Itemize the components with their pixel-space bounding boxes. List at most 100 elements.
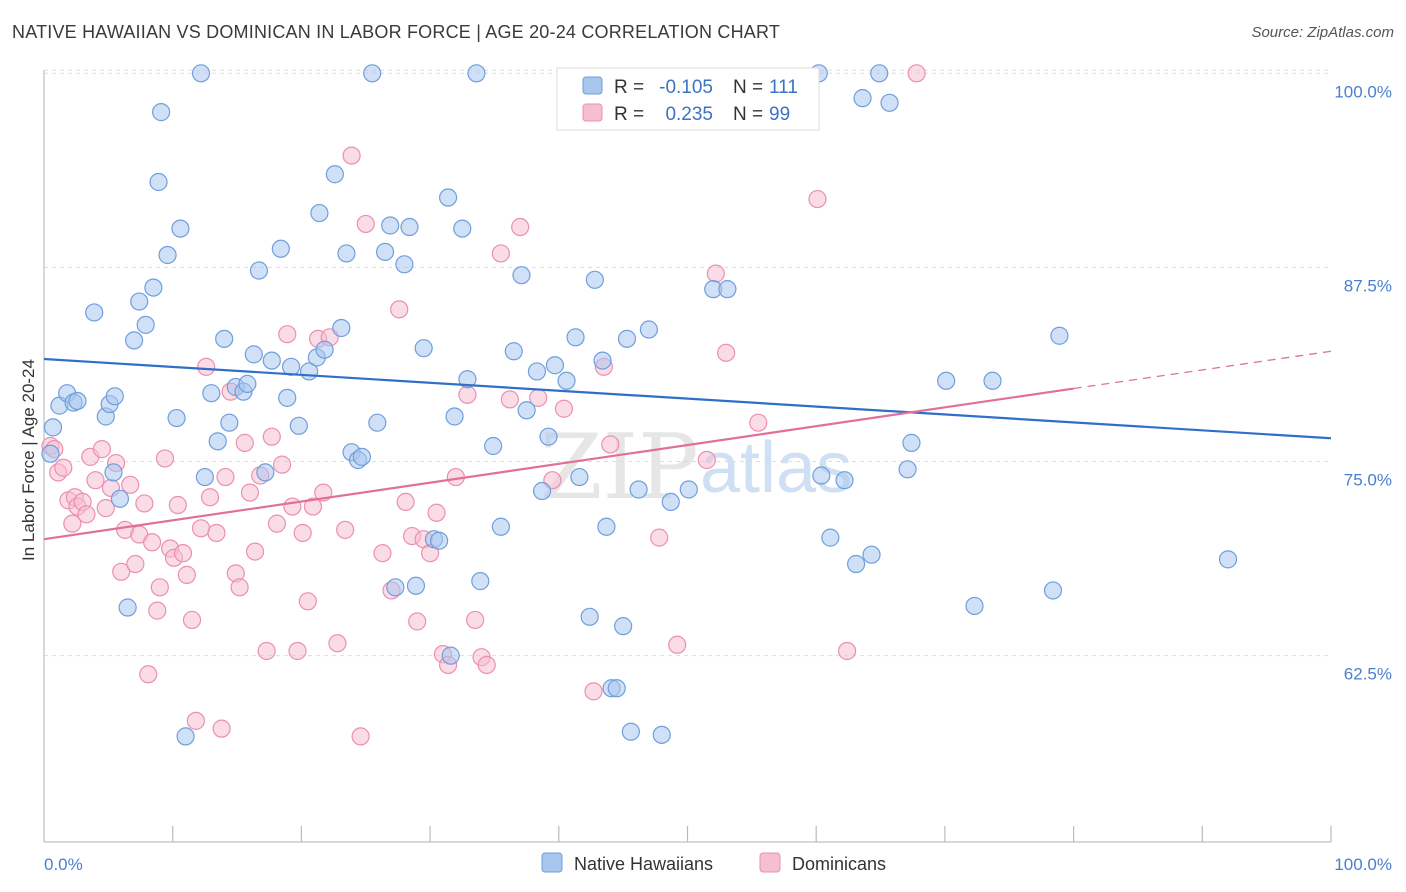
y-tick-label: 75.0% (1344, 471, 1392, 490)
x-tick-label-min: 0.0% (44, 855, 83, 874)
dominican-point (706, 264, 725, 283)
dominican-point (584, 682, 603, 701)
native-hawaiian-point (880, 93, 899, 112)
native-hawaiian-point (278, 388, 297, 407)
dominican-point (54, 458, 73, 477)
dominicans-trend-line (43, 387, 1074, 541)
bottom-legend-swatch-blue (541, 852, 563, 873)
dominican-point (135, 494, 154, 513)
x-axis-ticks (172, 826, 1332, 842)
dominican-point (351, 727, 370, 746)
legend-r-value-1: -0.105 (659, 77, 713, 98)
dominican-point (207, 523, 226, 543)
native-hawaiian-point (898, 460, 917, 479)
native-hawaiian-point (130, 292, 149, 311)
native-hawaiian-point (282, 357, 301, 376)
dominican-point (86, 471, 105, 490)
dominican-point (491, 244, 510, 263)
native-hawaiian-point (136, 315, 155, 334)
native-hawaiian-point (352, 447, 371, 466)
dominican-point (477, 655, 496, 675)
dominican-point (396, 492, 415, 512)
trend-lines (43, 350, 1332, 541)
native-hawaiian-point (512, 266, 531, 285)
native-hawaiian-point (104, 463, 123, 482)
dominican-point (601, 435, 620, 454)
dominican-point (408, 612, 427, 631)
dominican-point (112, 562, 131, 581)
dominican-point (427, 503, 446, 522)
dominican-point (303, 497, 323, 516)
dominican-point (96, 499, 115, 518)
native-hawaiian-point (68, 391, 87, 411)
dominican-point (342, 146, 361, 165)
dominican-point (139, 665, 158, 684)
dominican-point (668, 635, 687, 654)
bottom-legend-swatch-pink (759, 852, 781, 873)
dominican-point (466, 610, 485, 630)
native-hawaiian-point (983, 371, 1002, 390)
legend-swatch-blue (582, 76, 603, 95)
dominican-point (356, 214, 375, 234)
dominican-point (155, 449, 175, 468)
native-hawaiian-point (430, 531, 449, 550)
dominican-point (63, 514, 82, 533)
native-hawaiian-point (195, 467, 214, 487)
legend-n-value-2: 99 (769, 104, 790, 125)
native-hawaiian-point (167, 408, 186, 428)
native-hawaiian-point (368, 413, 387, 432)
bottom-legend: Native Hawaiians Dominicans (541, 852, 886, 874)
native-hawaiian-point (545, 356, 565, 375)
y-tick-labels: 100.0% 87.5% 75.0% 62.5% (1334, 82, 1392, 683)
native-hawaiian-point (406, 576, 426, 595)
dominican-point (216, 467, 235, 487)
native-hawaiian-point (414, 339, 433, 358)
native-hawaiian-point (220, 413, 239, 432)
native-hawaiian-point (862, 545, 881, 564)
native-hawaiian-point (395, 255, 414, 274)
native-hawaiian-point (580, 607, 599, 626)
native-hawaiian-point (491, 517, 510, 536)
native-hawaiian-point (527, 362, 547, 381)
native-hawaiian-point (381, 216, 400, 235)
legend-swatch-pink (582, 103, 603, 122)
native-hawaiian-point (504, 342, 523, 361)
native-hawaiian-point (171, 219, 190, 238)
x-tick-label-max: 100.0% (1334, 855, 1392, 874)
native-hawaiian-point (325, 165, 344, 184)
dominican-point (77, 505, 96, 524)
native-hawaiian-point (85, 303, 104, 322)
native-hawaiian-point (386, 578, 405, 597)
native-hawaiian-point (557, 371, 576, 390)
native-hawaiian-point (846, 554, 866, 574)
dominican-point (262, 427, 281, 446)
native-hawaiian-point (439, 188, 458, 207)
bottom-legend-label-1: Native Hawaiians (574, 854, 713, 874)
native-hawaiian-point (607, 679, 626, 698)
dominican-point (257, 641, 276, 661)
native-hawaiian-point (566, 328, 585, 347)
dominican-point (177, 565, 196, 584)
native-hawaiian-point (441, 646, 460, 665)
watermark-atlas: atlas (700, 428, 852, 508)
dominican-point (168, 495, 187, 515)
native-hawaiian-point (639, 320, 658, 339)
dominican-point (121, 475, 140, 494)
dominican-point (749, 413, 768, 432)
watermark: ZIP atlas (540, 415, 852, 520)
native-hawaiian-point (593, 351, 612, 370)
y-axis-title: In Labor Force | Age 20-24 (19, 359, 38, 561)
native-hawaiian-point (679, 480, 698, 499)
dominican-point (650, 528, 669, 547)
native-hawaiian-point (310, 203, 329, 223)
dominican-point (458, 385, 477, 404)
native-hawaiian-point (315, 340, 334, 359)
dominican-point (240, 483, 260, 502)
y-tick-label: 62.5% (1344, 665, 1392, 684)
native-hawaiian-point (332, 318, 351, 338)
legend-r-label-1: R = (614, 77, 644, 98)
native-hawaiian-point (158, 245, 177, 265)
native-hawaiian-point (812, 466, 831, 485)
native-hawaiian-point (118, 598, 137, 617)
native-hawaiian-point (458, 370, 477, 389)
